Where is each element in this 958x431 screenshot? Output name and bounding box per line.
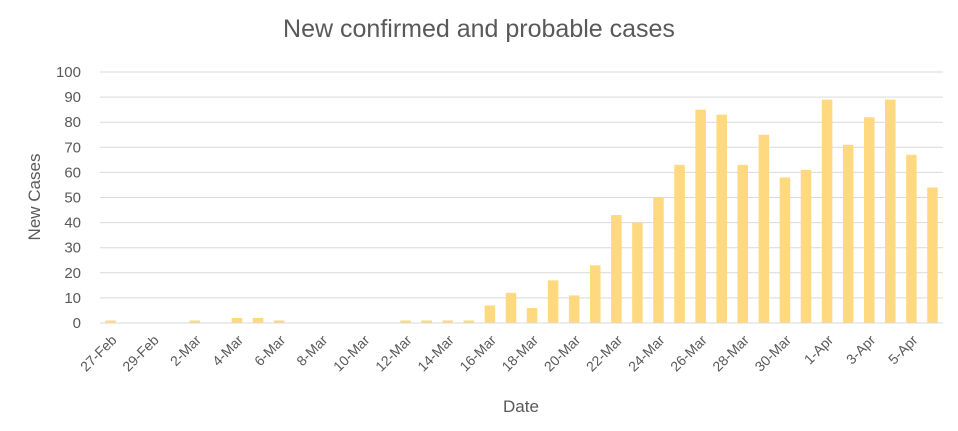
bar (421, 320, 432, 323)
bar (505, 292, 517, 323)
x-tick-label: 12-Mar (372, 332, 415, 375)
bar (842, 144, 854, 323)
y-tick-label: 50 (64, 190, 81, 207)
bars (105, 99, 938, 324)
x-tick-label: 18-Mar (498, 332, 541, 375)
bar (105, 320, 116, 323)
x-tick-label: 6-Mar (251, 332, 288, 369)
x-tick-label: 26-Mar (667, 332, 710, 375)
bar (758, 134, 770, 323)
y-tick-label: 60 (64, 164, 81, 181)
bar (442, 320, 454, 323)
x-tick-label: 5-Apr (885, 332, 921, 368)
x-tick-label: 4-Mar (209, 332, 246, 369)
bar (547, 280, 559, 323)
y-tick-label: 0 (73, 315, 81, 332)
y-tick-label: 40 (64, 215, 81, 232)
y-tick-label: 100 (56, 64, 81, 81)
bar (674, 164, 685, 323)
y-axis-title: New Cases (25, 154, 44, 241)
bar (632, 222, 643, 323)
x-tick-label: 28-Mar (709, 332, 752, 375)
bar (252, 317, 264, 323)
bar (779, 177, 791, 323)
y-axis-tick-labels: 0 10 20 30 40 50 60 70 80 90 100 (56, 64, 81, 332)
x-tick-label: 27-Feb (77, 332, 120, 375)
y-tick-label: 30 (64, 240, 81, 257)
gridlines (100, 71, 943, 299)
bar (695, 109, 706, 324)
x-tick-label: 29-Feb (119, 332, 162, 375)
bar (821, 99, 833, 323)
bar (526, 307, 538, 323)
bar (885, 99, 896, 323)
bar (800, 169, 812, 323)
y-tick-label: 80 (64, 114, 81, 131)
x-axis-title: Date (503, 397, 539, 416)
bar (568, 295, 580, 323)
x-tick-label: 16-Mar (456, 332, 499, 375)
x-tick-label: 22-Mar (583, 332, 626, 375)
x-tick-label: 2-Mar (167, 332, 204, 369)
bar (589, 265, 601, 323)
x-axis-tick-labels: 27-Feb 29-Feb 2-Mar 4-Mar 6-Mar 8-Mar 10-Mar 12… (77, 332, 921, 375)
x-tick-label: 24-Mar (625, 332, 668, 375)
chart-title: New confirmed and probable cases (283, 15, 675, 43)
bar (737, 164, 749, 323)
x-tick-label: 3-Apr (843, 332, 879, 368)
bar (863, 117, 875, 324)
x-tick-label: 10-Mar (330, 332, 373, 375)
bar (463, 320, 475, 323)
bar (273, 320, 285, 323)
x-tick-label: 1-Apr (801, 332, 837, 368)
y-tick-label: 10 (64, 290, 81, 307)
bar (653, 197, 664, 323)
bar (611, 215, 622, 323)
x-tick-label: 8-Mar (293, 332, 330, 369)
bar (906, 154, 917, 323)
x-tick-label: 14-Mar (414, 332, 457, 375)
y-tick-label: 20 (64, 265, 81, 282)
bar (189, 320, 201, 323)
x-tick-label: 20-Mar (541, 332, 584, 375)
y-tick-label: 90 (64, 89, 81, 106)
bar (716, 114, 727, 323)
y-tick-label: 70 (64, 139, 81, 156)
bar (231, 317, 243, 323)
bar (484, 305, 496, 323)
x-tick-label: 30-Mar (751, 332, 794, 375)
bar (400, 320, 411, 323)
bar (927, 187, 938, 323)
